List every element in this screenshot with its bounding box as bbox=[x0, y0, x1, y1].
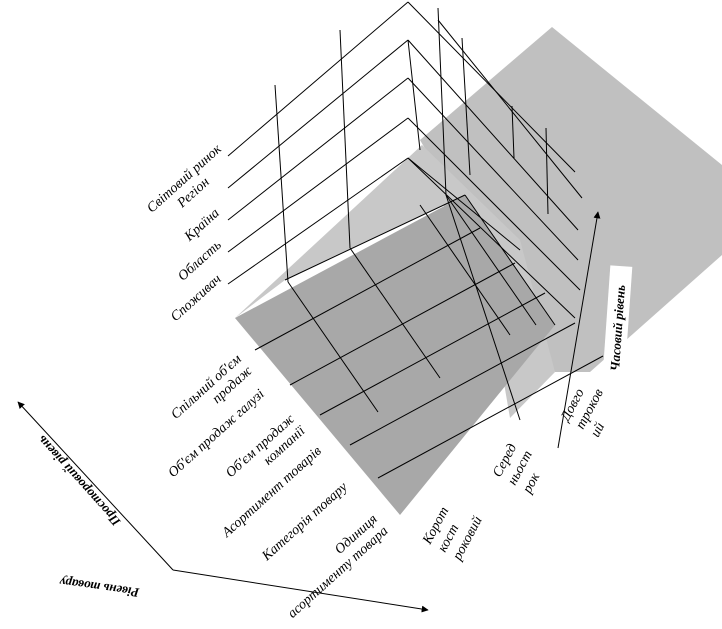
product-level-label-line: асортименту товара bbox=[285, 524, 391, 622]
right-diagonal-line bbox=[511, 105, 515, 159]
spatial-level-label-line: Споживач bbox=[168, 272, 225, 325]
front-grid-column bbox=[349, 247, 441, 379]
time-level-label: Середньострок bbox=[490, 440, 551, 496]
cube-edge bbox=[284, 194, 466, 281]
right-diagonal-line bbox=[407, 157, 576, 319]
spatial-level-label-line: Країна bbox=[181, 206, 222, 245]
product-axis-label: Рівень товару bbox=[58, 574, 140, 600]
product-level-label: Спільний об'ємпродаж bbox=[168, 352, 255, 435]
cube-front-face bbox=[235, 195, 555, 515]
right-diagonal-line bbox=[437, 19, 583, 199]
vertical-guide-line bbox=[339, 29, 351, 249]
front-grid-row bbox=[377, 355, 604, 479]
time-axis-arrow bbox=[557, 211, 601, 449]
vertical-guide-line bbox=[407, 39, 421, 151]
vertical-guide-line bbox=[461, 37, 471, 176]
cube-top-face bbox=[235, 145, 465, 318]
time-level-label-line: ий bbox=[588, 420, 608, 439]
spatial-guide-line bbox=[227, 1, 409, 157]
right-diagonal-line bbox=[407, 77, 579, 261]
spatial-axis-arrow bbox=[17, 401, 174, 571]
time-axis-label: Часовий рівень bbox=[607, 284, 628, 371]
back-plane bbox=[420, 27, 722, 372]
grid-lines bbox=[227, 1, 604, 479]
front-grid-row bbox=[349, 322, 576, 446]
cube-edge bbox=[407, 157, 521, 251]
spatial-guide-line bbox=[227, 117, 409, 253]
spatial-guide-line bbox=[227, 77, 409, 221]
product-axis-arrow bbox=[172, 569, 429, 613]
vertical-guide-line bbox=[274, 84, 289, 283]
front-grid-row bbox=[254, 227, 481, 351]
spatial-guide-line bbox=[227, 157, 409, 285]
front-grid-column bbox=[287, 281, 379, 413]
time-axis-label-box: Часовий рівень bbox=[601, 265, 633, 391]
front-grid-column bbox=[419, 204, 511, 336]
spatial-level-label: Споживач bbox=[168, 272, 225, 325]
right-diagonal-line bbox=[545, 127, 549, 215]
front-grid-row bbox=[319, 292, 546, 416]
right-diagonal-line bbox=[407, 39, 579, 231]
front-grid-column bbox=[445, 194, 537, 326]
time-level-label: Короткостроковий bbox=[420, 498, 486, 563]
spatial-level-labels: Світовий ринокРегіонКраїнаОбластьСпожива… bbox=[144, 142, 225, 325]
vertical-guide-line bbox=[437, 7, 447, 196]
right-diagonal-line bbox=[407, 1, 576, 173]
spatial-guide-line bbox=[227, 39, 409, 189]
spatial-level-label: Країна bbox=[181, 206, 222, 245]
spatial-axis-label: Просторовий рівень bbox=[34, 433, 124, 530]
right-diagonal-line bbox=[407, 117, 581, 291]
cube-edge bbox=[445, 194, 521, 421]
